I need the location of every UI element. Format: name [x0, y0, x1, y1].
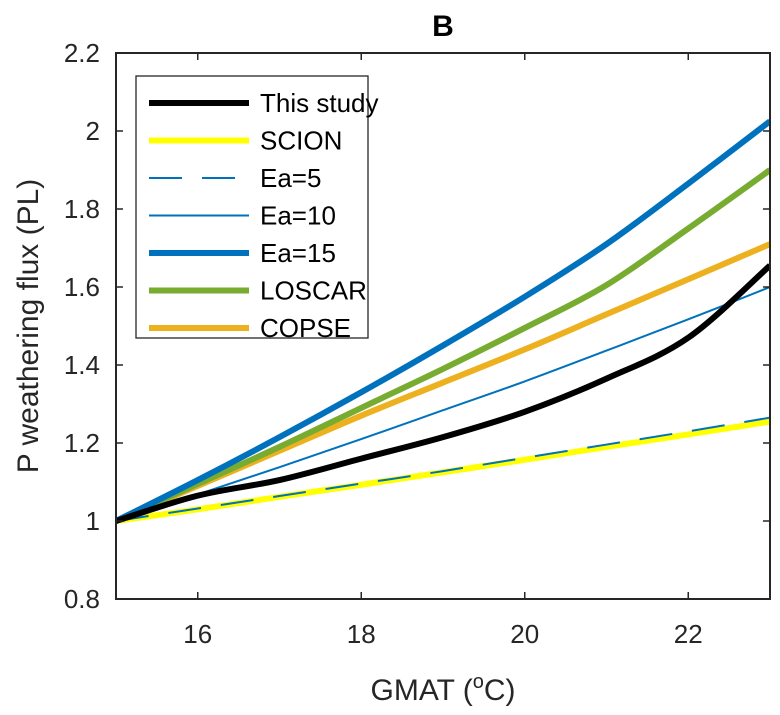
legend-item: COPSE — [149, 313, 351, 343]
legend-label: COPSE — [260, 313, 351, 343]
legend-label: Ea=10 — [260, 201, 336, 231]
chart-title: B — [432, 10, 454, 43]
y-tick-label: 1.4 — [64, 350, 100, 380]
legend-item: Ea=15 — [149, 238, 336, 268]
legend-label: SCION — [260, 126, 342, 156]
legend-label: Ea=5 — [260, 163, 321, 193]
legend: This study SCION Ea=5 Ea=10 Ea=15 LOSCAR COPSE — [135, 75, 379, 343]
y-tick-label: 1.6 — [64, 272, 100, 302]
y-tick-label: 1 — [86, 506, 100, 536]
x-axis-ticks: 16 18 20 22 — [183, 53, 703, 649]
legend-item: Ea=10 — [149, 201, 336, 231]
y-tick-label: 2.2 — [64, 38, 100, 68]
x-tick-label: 16 — [183, 619, 212, 649]
legend-item: This study — [149, 88, 379, 118]
series-line-ea-5 — [116, 416, 770, 522]
legend-label: Ea=15 — [260, 238, 336, 268]
x-tick-label: 22 — [674, 619, 703, 649]
legend-label: This study — [260, 88, 379, 118]
series-lines — [116, 118, 770, 524]
y-tick-label: 2 — [86, 116, 100, 146]
x-tick-label: 20 — [510, 619, 539, 649]
legend-item: SCION — [149, 126, 342, 156]
y-axis-label: P weathering flux (PL) — [12, 179, 45, 474]
series-line-this-study — [116, 263, 770, 524]
axes — [115, 52, 771, 600]
x-tick-label: 18 — [347, 619, 376, 649]
x-axis-label: GMAT (oC) — [371, 671, 516, 707]
y-tick-label: 1.2 — [64, 428, 100, 458]
y-axis-ticks: 0.8 1 1.2 1.4 1.6 1.8 2 2.2 — [64, 38, 770, 614]
axes-box — [115, 52, 771, 600]
series-line-loscar — [116, 167, 770, 524]
legend-item: Ea=5 — [149, 163, 321, 193]
legend-box — [135, 75, 369, 339]
y-tick-label: 0.8 — [64, 584, 100, 614]
legend-label: LOSCAR — [260, 276, 367, 306]
y-tick-label: 1.8 — [64, 194, 100, 224]
series-line-ea-10 — [116, 286, 770, 522]
legend-item: LOSCAR — [149, 276, 367, 306]
series-line-ea-15 — [116, 118, 770, 524]
